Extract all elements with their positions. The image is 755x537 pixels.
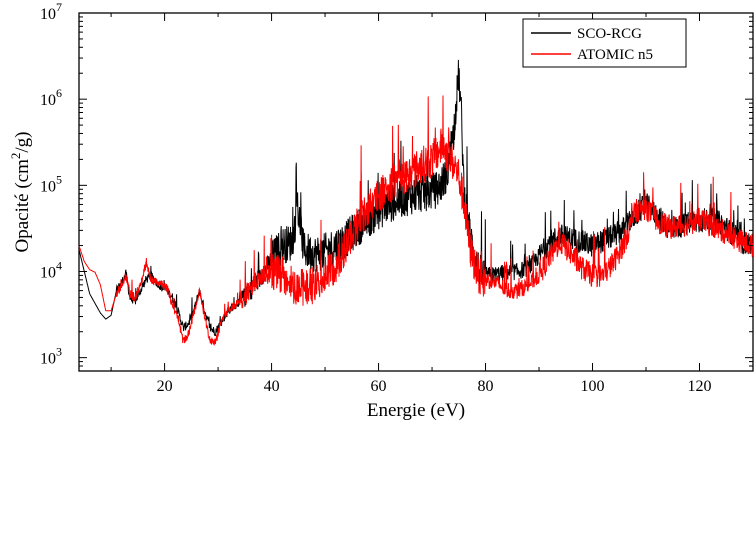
x-tick-label: 60 [371, 378, 387, 395]
y-tick-label: 107 [40, 0, 62, 23]
series-layer [78, 59, 754, 346]
y-tick-label: 104 [40, 258, 62, 281]
legend: SCO-RCG ATOMIC n5 [522, 18, 687, 68]
series-line-atomic-n5 [78, 95, 754, 346]
plot-frame [78, 12, 754, 372]
legend-label-sco-rcg: SCO-RCG [577, 26, 642, 42]
x-tick-label: 100 [581, 378, 605, 395]
y-tick-label: 105 [40, 172, 62, 195]
x-tick-label: 40 [264, 378, 280, 395]
x-tick-label: 20 [157, 378, 173, 395]
tick-layer: 20 40 60 80 100 120 103 104 105 106 107 [40, 0, 754, 395]
x-tick-label: 80 [478, 378, 494, 395]
y-tick-label: 106 [40, 86, 62, 109]
legend-box [522, 18, 687, 68]
y-axis-title: Opacité (cm2/g) [8, 132, 33, 253]
legend-label-atomic-n5: ATOMIC n5 [577, 47, 653, 63]
x-axis-title: Energie (eV) [367, 400, 465, 421]
series-line-sco-rcg [78, 59, 754, 337]
y-tick-label: 103 [40, 345, 62, 368]
x-tick-label: 120 [688, 378, 712, 395]
